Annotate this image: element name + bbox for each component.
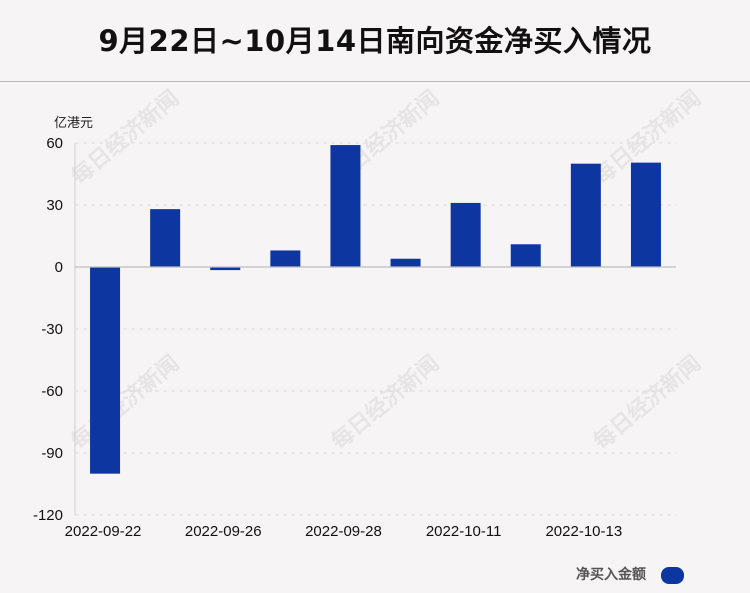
x-tick-label: 2022-09-26 [185, 523, 262, 540]
legend-swatch [661, 567, 684, 584]
y-tick-label: 30 [46, 197, 63, 214]
x-tick-label: 2022-10-11 [426, 523, 502, 540]
y-tick-label: -60 [41, 383, 63, 400]
y-tick-label: -30 [41, 321, 63, 338]
y-tick-label: -120 [33, 507, 63, 524]
bar [390, 258, 421, 267]
y-tick-label: -90 [41, 445, 63, 462]
y-tick-label: 0 [55, 259, 63, 276]
y-tick-label: 60 [46, 135, 63, 152]
chart-title: 9月22日~10月14日南向资金净买入情况 [98, 24, 652, 58]
bar [630, 162, 661, 267]
bar [210, 267, 241, 271]
legend-label: 净买入金额 [576, 567, 646, 583]
bar [510, 244, 541, 267]
x-tick-label: 2022-09-22 [65, 523, 142, 540]
bar [450, 202, 481, 267]
bar [150, 209, 181, 267]
bar [270, 250, 301, 267]
title-divider [0, 81, 750, 82]
x-tick-label: 2022-10-13 [545, 523, 622, 540]
bar [570, 163, 601, 267]
y-axis-unit-label: 亿港元 [54, 116, 94, 131]
bar [90, 267, 121, 474]
x-tick-label: 2022-09-28 [305, 523, 382, 540]
bar [330, 145, 361, 267]
